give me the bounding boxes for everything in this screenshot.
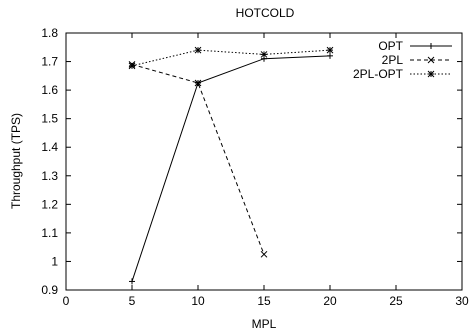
y-tick-label: 1.6 <box>41 83 58 97</box>
legend-label: OPT <box>378 39 403 53</box>
y-tick-label: 1.2 <box>41 197 58 211</box>
data-point <box>194 46 202 54</box>
data-point <box>260 250 268 258</box>
legend-entry: 2PL-OPT <box>353 67 452 81</box>
data-point <box>194 79 202 87</box>
y-tick-label: 1.8 <box>41 26 58 40</box>
y-tick-label: 1 <box>51 254 58 268</box>
chart-title: HOTCOLD <box>236 6 295 20</box>
y-axis-ticks: 0.9 1 1.1 1.2 1.3 1.4 1.5 1.6 1.7 1.8 <box>41 26 462 297</box>
legend-label: 2PL-OPT <box>353 67 404 81</box>
series-line <box>131 55 331 282</box>
series-line <box>131 49 331 67</box>
y-tick-label: 0.9 <box>41 283 58 297</box>
x-tick-label: 15 <box>257 294 271 308</box>
y-tick-label: 1.7 <box>41 55 58 69</box>
x-tick-label: 20 <box>323 294 337 308</box>
data-point <box>129 278 135 285</box>
legend-label: 2PL <box>382 53 404 67</box>
series-opt <box>129 52 333 285</box>
x-tick-label: 0 <box>63 294 70 308</box>
legend-marker <box>427 56 435 64</box>
series-layer <box>128 46 334 285</box>
y-tick-label: 1.3 <box>41 169 58 183</box>
legend-marker <box>428 43 434 49</box>
data-point <box>128 62 136 70</box>
y-tick-label: 1.4 <box>41 140 58 154</box>
legend-entry: OPT <box>378 39 452 53</box>
y-tick-label: 1.1 <box>41 226 58 240</box>
x-tick-label: 5 <box>129 294 136 308</box>
y-axis-label: Throughput (TPS) <box>9 113 23 209</box>
x-axis-ticks: 0 5 10 15 20 25 30 <box>63 33 469 308</box>
x-tick-label: 30 <box>455 294 469 308</box>
x-tick-label: 25 <box>389 294 403 308</box>
legend-marker <box>427 70 435 78</box>
series-2pl-opt <box>128 46 334 70</box>
x-axis-label: MPL <box>252 317 277 331</box>
series-line <box>131 63 265 255</box>
data-point <box>326 46 334 54</box>
data-point <box>260 51 268 58</box>
y-tick-label: 1.5 <box>41 112 58 126</box>
legend-entry: 2PL <box>382 53 452 67</box>
x-tick-label: 10 <box>191 294 205 308</box>
data-point <box>327 52 333 59</box>
